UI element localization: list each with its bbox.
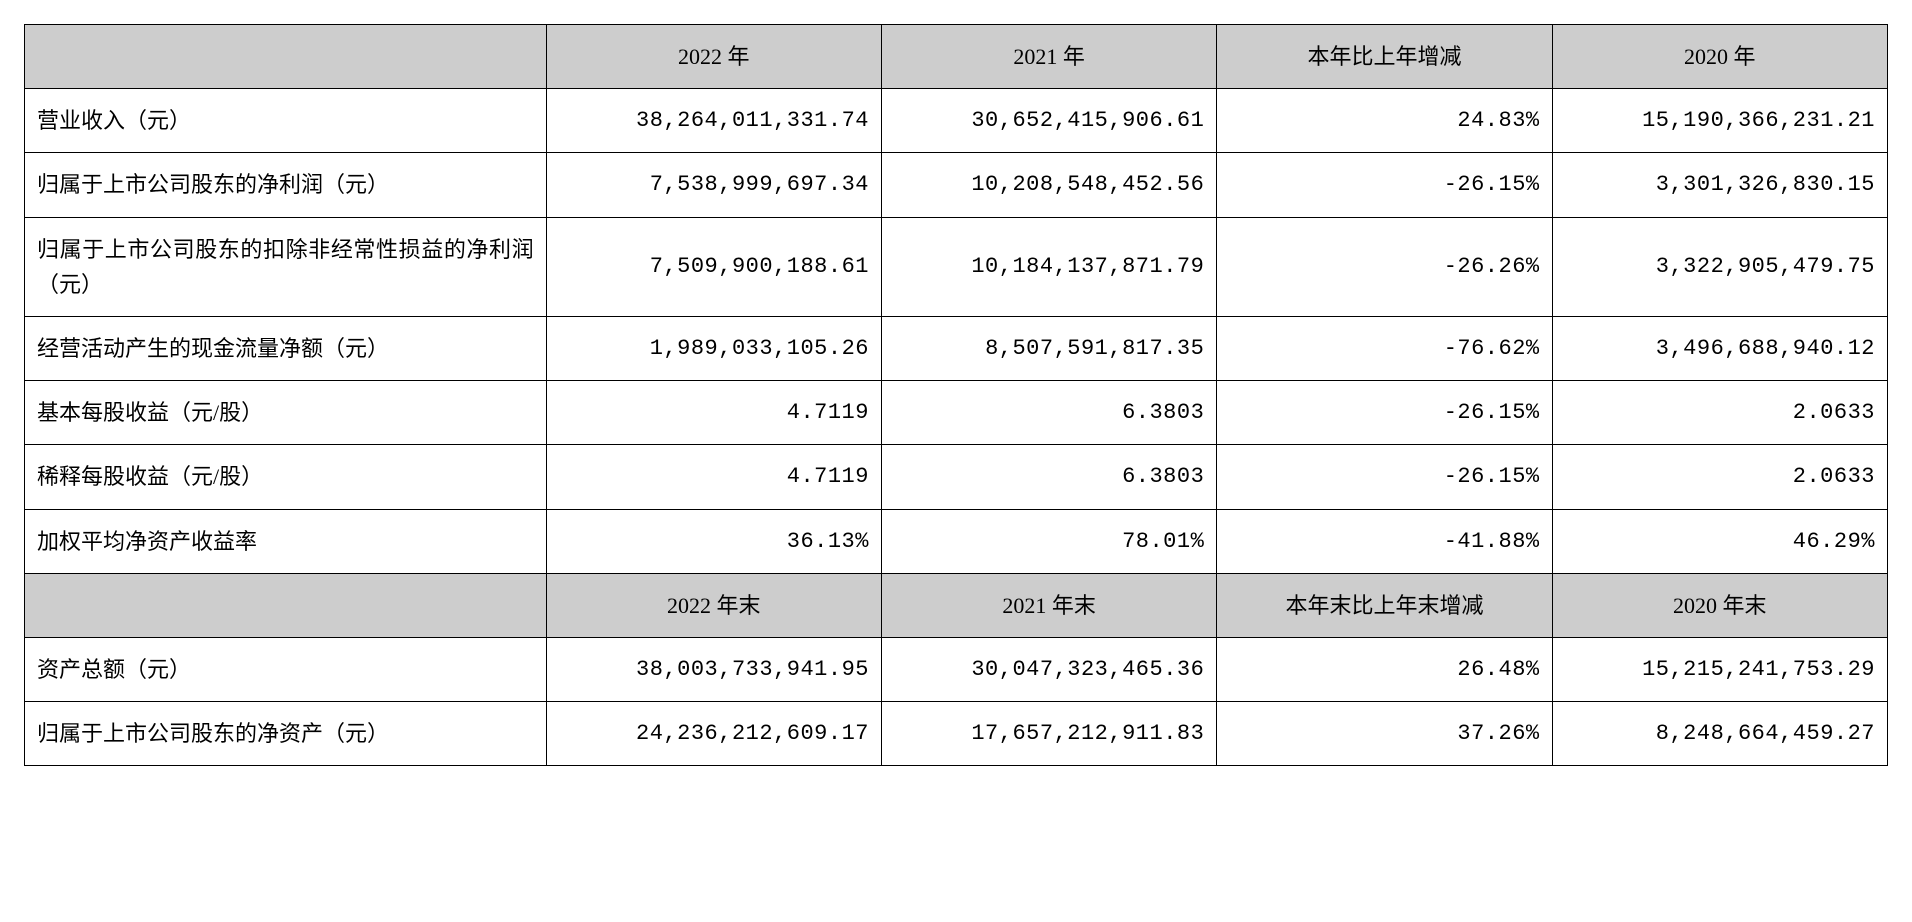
cell-value: 10,208,548,452.56 [881,153,1216,217]
table-row: 归属于上市公司股东的扣除非经常性损益的净利润（元）7,509,900,188.6… [25,217,1888,316]
cell-value: 3,301,326,830.15 [1552,153,1887,217]
cell-value: 2.0633 [1552,381,1887,445]
header-row-1-col1: 2022 年 [546,25,881,89]
cell-value: 8,248,664,459.27 [1552,702,1887,766]
table-row: 经营活动产生的现金流量净额（元）1,989,033,105.268,507,59… [25,316,1888,380]
cell-value: 2.0633 [1552,445,1887,509]
cell-value: 37.26% [1217,702,1552,766]
header-row-2-blank [25,573,547,637]
header-row-2-col2: 2021 年末 [881,573,1216,637]
cell-value: 46.29% [1552,509,1887,573]
row-label: 资产总额（元） [25,637,547,701]
header-row-1: 2022 年2021 年本年比上年增减2020 年 [25,25,1888,89]
row-label: 稀释每股收益（元/股） [25,445,547,509]
cell-value: -26.26% [1217,217,1552,316]
cell-value: -76.62% [1217,316,1552,380]
cell-value: 36.13% [546,509,881,573]
cell-value: 7,509,900,188.61 [546,217,881,316]
cell-value: -26.15% [1217,381,1552,445]
cell-value: 78.01% [881,509,1216,573]
cell-value: 38,264,011,331.74 [546,89,881,153]
cell-value: 15,190,366,231.21 [1552,89,1887,153]
cell-value: -26.15% [1217,153,1552,217]
cell-value: 4.7119 [546,445,881,509]
row-label: 营业收入（元） [25,89,547,153]
cell-value: -41.88% [1217,509,1552,573]
table-row: 归属于上市公司股东的净资产（元）24,236,212,609.1717,657,… [25,702,1888,766]
financial-table: 2022 年2021 年本年比上年增减2020 年营业收入（元）38,264,0… [24,24,1888,766]
cell-value: 6.3803 [881,445,1216,509]
header-row-1-blank [25,25,547,89]
cell-value: 6.3803 [881,381,1216,445]
cell-value: -26.15% [1217,445,1552,509]
row-label: 归属于上市公司股东的净资产（元） [25,702,547,766]
cell-value: 24.83% [1217,89,1552,153]
header-row-1-col4: 2020 年 [1552,25,1887,89]
cell-value: 15,215,241,753.29 [1552,637,1887,701]
cell-value: 8,507,591,817.35 [881,316,1216,380]
cell-value: 4.7119 [546,381,881,445]
table-row: 稀释每股收益（元/股）4.71196.3803-26.15%2.0633 [25,445,1888,509]
cell-value: 24,236,212,609.17 [546,702,881,766]
table-row: 营业收入（元）38,264,011,331.7430,652,415,906.6… [25,89,1888,153]
table-row: 加权平均净资产收益率36.13%78.01%-41.88%46.29% [25,509,1888,573]
header-row-1-col2: 2021 年 [881,25,1216,89]
row-label: 经营活动产生的现金流量净额（元） [25,316,547,380]
cell-value: 26.48% [1217,637,1552,701]
table-row: 归属于上市公司股东的净利润（元）7,538,999,697.3410,208,5… [25,153,1888,217]
cell-value: 1,989,033,105.26 [546,316,881,380]
table-row: 基本每股收益（元/股）4.71196.3803-26.15%2.0633 [25,381,1888,445]
row-label: 基本每股收益（元/股） [25,381,547,445]
row-label: 归属于上市公司股东的扣除非经常性损益的净利润（元） [25,217,547,316]
header-row-2-col4: 2020 年末 [1552,573,1887,637]
cell-value: 3,322,905,479.75 [1552,217,1887,316]
cell-value: 38,003,733,941.95 [546,637,881,701]
cell-value: 3,496,688,940.12 [1552,316,1887,380]
cell-value: 7,538,999,697.34 [546,153,881,217]
row-label: 加权平均净资产收益率 [25,509,547,573]
header-row-2-col3: 本年末比上年末增减 [1217,573,1552,637]
header-row-2: 2022 年末2021 年末本年末比上年末增减2020 年末 [25,573,1888,637]
cell-value: 30,652,415,906.61 [881,89,1216,153]
table-row: 资产总额（元）38,003,733,941.9530,047,323,465.3… [25,637,1888,701]
cell-value: 17,657,212,911.83 [881,702,1216,766]
cell-value: 10,184,137,871.79 [881,217,1216,316]
header-row-1-col3: 本年比上年增减 [1217,25,1552,89]
header-row-2-col1: 2022 年末 [546,573,881,637]
row-label: 归属于上市公司股东的净利润（元） [25,153,547,217]
cell-value: 30,047,323,465.36 [881,637,1216,701]
